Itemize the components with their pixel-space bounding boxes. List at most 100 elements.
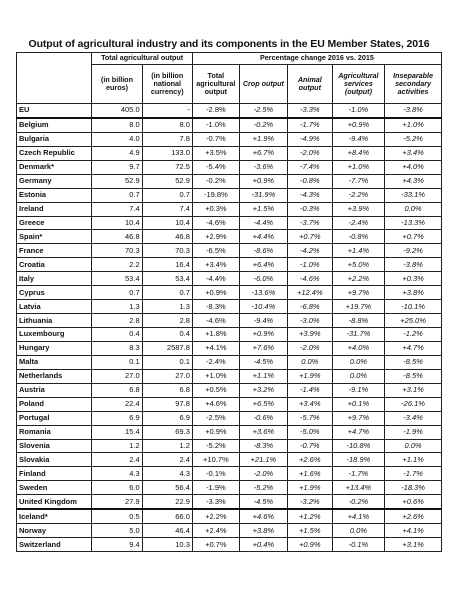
cell-nat: 1.3 [141,299,193,315]
col-header-services: Agricultural services (output) [331,64,386,104]
cell-insep: +1.1% [384,452,442,468]
country-header [15,52,93,104]
cell-total: +1.0% [191,368,240,384]
cell-eur: 4.9 [91,145,143,161]
cell-insep: -8.5% [384,354,442,370]
cell-total: +4.6% [191,396,240,412]
cell-total: -2.8% [191,102,240,119]
cell-animal: -4.3% [286,187,333,203]
cell-country: Portugal [15,410,93,426]
cell-crop: +6.4% [238,257,288,273]
cell-insep: -1.9% [384,424,442,440]
cell-total: +0.9% [191,424,240,440]
cell-nat: 7.8 [141,131,193,147]
cell-insep: -26.1% [384,396,442,412]
cell-total: +3.4% [191,257,240,273]
cell-nat: - [141,102,193,119]
cell-crop: -4.5% [238,354,288,370]
cell-services: +4.0% [331,340,386,356]
cell-insep: -8.5% [384,368,442,384]
cell-crop: -4.5% [238,494,288,510]
cell-services: +19.7% [331,299,386,315]
cell-crop: -5.2% [238,480,288,496]
cell-nat: 22.9 [141,494,193,510]
cell-country: Slovenia [15,438,93,454]
cell-insep: -1.7% [384,466,442,482]
cell-country: Lithuania [15,313,93,328]
cell-country: France [15,243,93,259]
cell-animal: +3.4% [286,396,333,412]
cell-total: -3.3% [191,494,240,510]
cell-animal: +2.6% [286,452,333,468]
cell-insep: -5.2% [384,131,442,147]
agri-output-table: Total agricultural output Percentage cha… [15,52,443,552]
cell-total: +10.7% [191,452,240,468]
cell-insep: 0.0% [384,201,442,217]
table-row: Latvia 1.3 1.3 -8.3% -10.4% -6.8% +19.7% -10.1% [15,299,442,315]
cell-animal: -2.0% [286,340,333,356]
cell-insep: +1.0% [384,116,442,133]
cell-eur: 22.4 [91,396,143,412]
cell-nat: 27.0 [141,368,193,384]
cell-eur: 0.7 [91,187,143,203]
cell-crop: +1.1% [238,368,288,384]
cell-eur: 8.3 [91,340,143,356]
cell-services: 0.0% [331,368,386,384]
cell-animal: +0.9% [286,537,333,552]
cell-eur: 0.5 [91,508,143,525]
table-row: United Kingdom 27.9 22.9 -3.3% -4.5% -3.2% -0.… [15,494,442,510]
table-row: Germany 52.9 52.9 -0.2% +0.9% -0.8% -7.7% +4.3% [15,173,442,189]
cell-animal: -4.2% [286,243,333,259]
cell-insep: +4.3% [384,173,442,189]
cell-services: -10.8% [331,438,386,454]
cell-total: +0.7% [191,537,240,552]
cell-insep: 0.0% [384,438,442,454]
table-row: Finland 4.3 4.3 -0.1% -2.0% +1.6% -1.7% -1.7% [15,466,442,482]
cell-services: +1.4% [331,243,386,259]
table-row: Cyprus 0.7 0.7 +0.9% -13.6% +12.4% +9.7% +3.8% [15,285,442,301]
cell-insep: +3.1% [384,382,442,398]
cell-crop: +6.7% [238,145,288,161]
table-row: Iceland* 0.5 66.0 +2.2% +4.6% +1.2% +4.1% +2.6% [15,508,442,525]
table-row: Ireland 7.4 7.4 +0.3% +1.5% -0.3% +3.9% 0.0% [15,201,442,217]
cell-eur: 27.9 [91,494,143,510]
cell-crop: -2.5% [238,102,288,119]
cell-country: Germany [15,173,93,189]
cell-eur: 53.4 [91,271,143,287]
cell-insep: +3.8% [384,285,442,301]
cell-country: Belgium [15,116,93,133]
cell-eur: 6.8 [91,382,143,398]
table-row: Poland 22.4 97.8 +4.6% +6.5% +3.4% +0.1% -26.1% [15,396,442,412]
table-row: Italy 53.4 53.4 -4.4% -6.0% -4.6% +2.2% +0.3% [15,271,442,287]
cell-animal: +1.9% [286,368,333,384]
cell-total: -8.3% [191,299,240,315]
cell-services: +8.4% [331,145,386,161]
table-row: Slovenia 1.2 1.2 -5.2% -8.3% -0.7% -10.8% 0.0% [15,438,442,454]
cell-services: +1.0% [331,159,386,175]
cell-country: Cyprus [15,285,93,301]
cell-services: -31.7% [331,327,386,342]
cell-eur: 10.4 [91,215,143,231]
cell-animal: +12.4% [286,285,333,301]
table-row: Spain* 46.8 46.8 +2.9% +4.4% +0.7% -0.8% +0.7% [15,229,442,245]
cell-country: Iceland* [15,508,93,525]
cell-nat: 2.4 [141,452,193,468]
cell-animal: -3.3% [286,102,333,119]
cell-animal: -4.9% [286,131,333,147]
cell-crop: -10.4% [238,299,288,315]
table-row: Sweden 6.0 56.4 -1.9% -5.2% +1.9% +13.4% -18.3% [15,480,442,496]
cell-total: -1.0% [191,116,240,133]
cell-eur: 0.4 [91,327,143,342]
table-row: Austria 6.8 6.8 +0.5% +3.2% -1.4% -9.1% +3.1% [15,382,442,398]
table-row: Czech Republic 4.9 133.0 +3.5% +6.7% -2.0% +8.… [15,145,442,161]
cell-eur: 70.3 [91,243,143,259]
cell-crop: +4.6% [238,508,288,525]
cell-country: Sweden [15,480,93,496]
cell-country: Finland [15,466,93,482]
cell-eur: 405.0 [91,102,143,119]
cell-eur: 8.0 [91,116,143,133]
cell-crop: -31.9% [238,187,288,203]
cell-total: +2.4% [191,523,240,539]
cell-crop: -13.6% [238,285,288,301]
cell-eur: 15.4 [91,424,143,440]
